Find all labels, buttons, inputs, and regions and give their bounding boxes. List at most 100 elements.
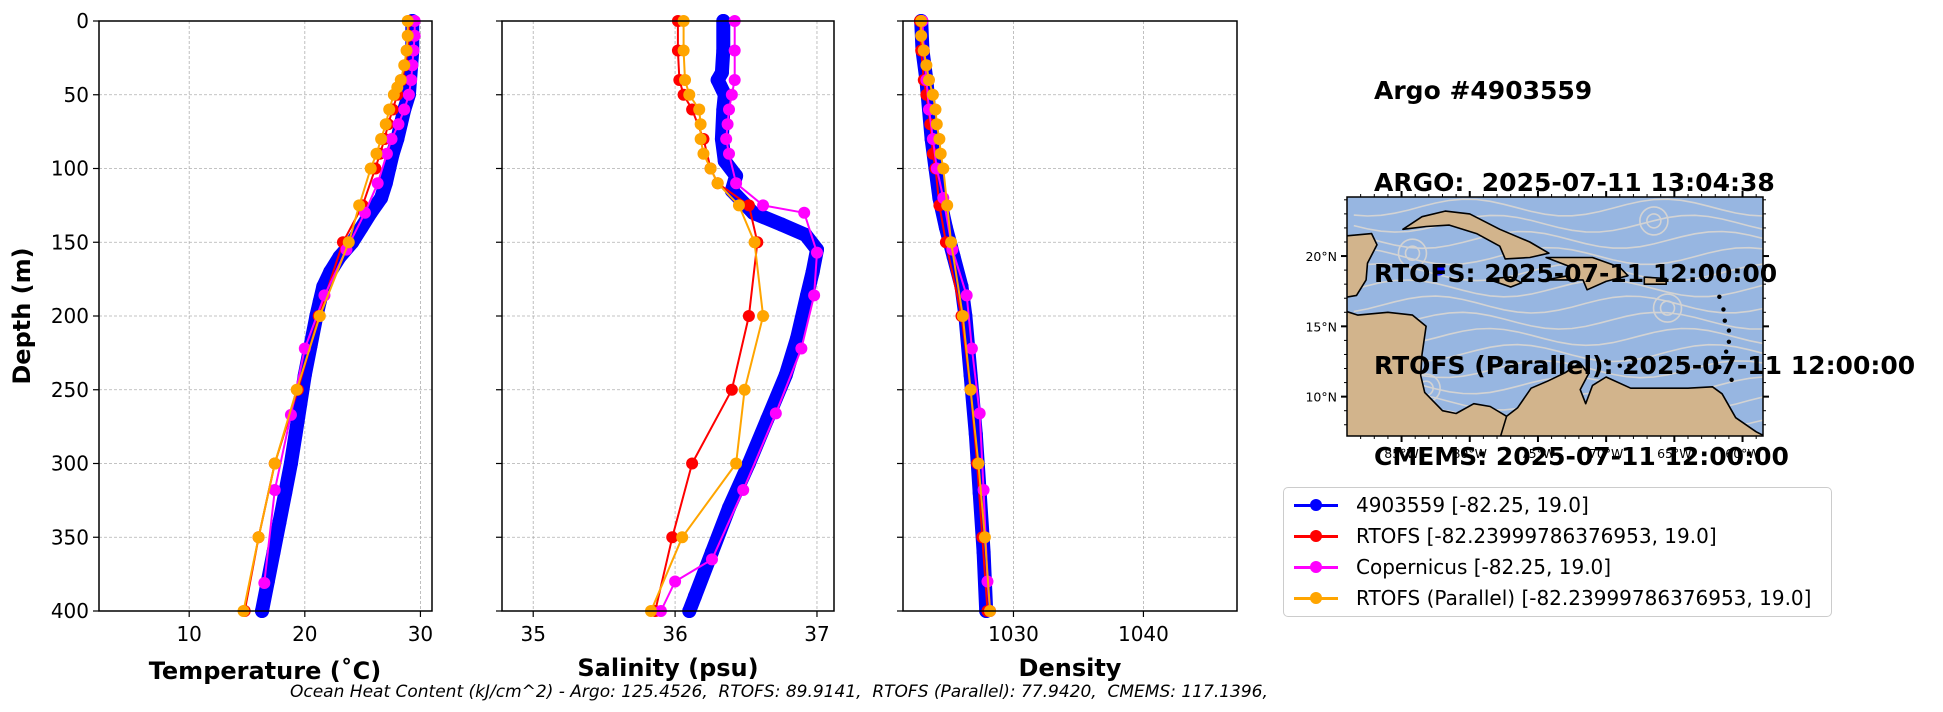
float-position-marker <box>1433 264 1445 276</box>
data-point <box>978 531 991 544</box>
location-map: 85°W 80°W 75°W 70°W 65°W 60°W 20°N 15°N 10°N <box>1305 191 1769 461</box>
streamline-eddy <box>1652 293 1683 323</box>
data-point <box>929 103 942 116</box>
data-point <box>964 383 977 396</box>
x-tick-label: 10 <box>176 622 201 646</box>
legend-marker-icon <box>1294 588 1338 608</box>
island-dot <box>1721 307 1726 312</box>
data-point <box>354 220 369 235</box>
data-point <box>730 457 743 470</box>
data-point <box>737 484 750 497</box>
data-point <box>288 427 303 441</box>
legend-marker-icon <box>1294 526 1338 546</box>
data-point <box>679 74 692 86</box>
data-point <box>972 457 985 470</box>
data-point <box>725 383 738 396</box>
island-dot <box>1603 359 1609 364</box>
streamline-eddy <box>1646 213 1662 229</box>
data-point <box>385 133 398 145</box>
streamline <box>1353 311 1763 330</box>
data-point <box>808 289 821 302</box>
salinity-panel: 35 36 37 <box>496 14 835 646</box>
streamline <box>1353 246 1763 266</box>
y-tick-label: 100 <box>51 157 89 181</box>
data-point <box>705 553 718 566</box>
legend-marker-icon <box>1294 557 1338 577</box>
data-point <box>676 531 689 544</box>
data-point <box>937 162 950 175</box>
data-point <box>398 103 411 116</box>
streamline <box>1353 198 1763 217</box>
island-dot <box>1627 363 1632 368</box>
data-point <box>956 310 969 322</box>
map-lon-label: 85°W <box>1384 446 1419 461</box>
data-point <box>721 118 734 131</box>
data-point <box>379 118 392 131</box>
data-point <box>738 383 751 396</box>
data-point <box>371 177 384 190</box>
data-point <box>798 206 811 219</box>
data-point <box>774 217 789 232</box>
data-point <box>669 575 682 588</box>
data-point <box>720 133 733 145</box>
x-tick-label: 37 <box>804 622 829 646</box>
data-point <box>402 88 415 101</box>
map-lon-label: 65°W <box>1657 446 1692 461</box>
legend-entry-copernicus: Copernicus [-82.25, 19.0] <box>1294 552 1611 582</box>
data-point <box>687 589 702 604</box>
streamline <box>1353 230 1763 250</box>
map-lat-label: 10°N <box>1305 390 1337 405</box>
data-point <box>293 397 308 412</box>
data-point <box>697 147 710 160</box>
data-point <box>370 147 383 160</box>
data-point <box>266 545 281 559</box>
streamline-eddy <box>1397 238 1428 269</box>
data-point <box>710 73 725 87</box>
y-tick-label: 50 <box>64 83 89 107</box>
data-point <box>704 162 717 175</box>
data-point <box>728 74 741 86</box>
data-point <box>742 199 755 212</box>
land-puerto-rico <box>1643 276 1667 285</box>
data-point <box>722 500 737 515</box>
data-point <box>374 191 389 205</box>
cmems-time: CMEMS: 2025-07-11 12:00:00 <box>1374 442 1789 471</box>
data-point <box>941 199 954 212</box>
data-point <box>398 59 411 72</box>
x-axis-title-salinity: Salinity (psu) <box>577 654 758 682</box>
data-point <box>933 133 946 145</box>
data-point <box>965 342 978 355</box>
map-lon-label: 80°W <box>1452 446 1487 461</box>
streamline <box>1353 279 1763 298</box>
data-point <box>387 88 400 101</box>
data-point <box>666 531 679 544</box>
land-cuba <box>1402 210 1550 260</box>
data-point <box>973 407 986 420</box>
data-point <box>342 236 355 249</box>
data-point <box>728 44 741 57</box>
x-tick-label: 35 <box>520 622 545 646</box>
data-point <box>795 342 808 355</box>
map-content <box>1347 198 1763 436</box>
map-lat-label: 15°N <box>1305 319 1337 334</box>
data-point <box>742 310 755 322</box>
map-lon-label: 75°W <box>1521 446 1556 461</box>
legend-label: Copernicus [-82.25, 19.0] <box>1356 555 1612 579</box>
data-point <box>683 88 696 101</box>
data-point <box>364 162 377 175</box>
float-info-block: Argo #4903559 ARGO: 2025-07-11 13:04:38 … <box>1374 15 1915 503</box>
data-point <box>380 147 393 160</box>
data-point <box>922 74 935 86</box>
x-axis-title-temperature: Temperature (˚C) <box>149 657 382 685</box>
data-point <box>677 44 690 57</box>
data-point <box>730 177 743 190</box>
data-point <box>723 103 736 116</box>
island-dot <box>1723 349 1729 354</box>
x-tick-label: 1040 <box>1118 622 1169 646</box>
streamline-eddy <box>1404 245 1421 262</box>
map-frame <box>1346 196 1764 437</box>
data-point <box>383 103 396 116</box>
data-point <box>960 289 973 302</box>
data-point <box>686 457 699 470</box>
data-point <box>400 44 413 57</box>
